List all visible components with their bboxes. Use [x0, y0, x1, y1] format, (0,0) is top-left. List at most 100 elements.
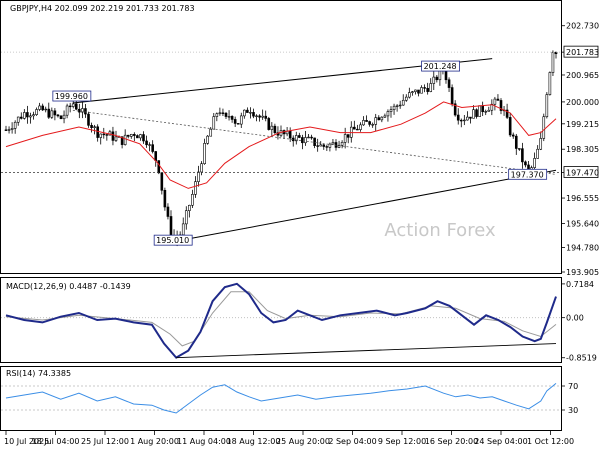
candle-body — [392, 105, 396, 110]
candle-body — [126, 134, 130, 137]
x-tick-label: 25 Aug 20:00 — [276, 437, 330, 446]
candle-body — [50, 110, 54, 118]
price-tick-label: 198.305 — [566, 145, 599, 154]
candle-body — [499, 100, 503, 111]
candle-body — [81, 108, 84, 113]
candle-body — [184, 210, 188, 225]
price-tick-label: 197.470 — [566, 169, 599, 178]
rsi-tick-label: 70 — [568, 382, 578, 391]
candle-body — [169, 216, 173, 236]
candle-body — [16, 116, 20, 123]
candle-body — [191, 194, 194, 206]
candle-body — [328, 143, 332, 148]
candle-body — [230, 116, 234, 120]
candle-body — [194, 181, 197, 195]
candle-body — [239, 115, 243, 125]
candle-body — [56, 114, 60, 117]
price-annotation-label: 195.010 — [156, 236, 189, 245]
candle-body — [270, 125, 274, 130]
candle-body — [10, 128, 14, 130]
price-tick-label: 200.000 — [566, 98, 599, 107]
candle-body — [514, 135, 518, 149]
candle-body — [114, 136, 118, 141]
macd-signal-line — [5, 291, 557, 347]
price-annotation-box — [421, 60, 460, 72]
candle-body — [542, 116, 546, 139]
watermark: Action Forex — [384, 220, 496, 241]
macd-tick-label: 0.00 — [566, 314, 584, 323]
candle-body — [521, 148, 524, 163]
candle-body — [466, 116, 469, 121]
candle-body — [13, 121, 17, 129]
x-tick-label: 10 Jul 2025 — [4, 437, 49, 446]
candle-body — [111, 131, 115, 141]
candle-body — [227, 116, 231, 118]
price-annotation-box — [508, 168, 548, 180]
candle-body — [463, 119, 466, 122]
candle-body — [7, 129, 11, 131]
candle-body — [151, 144, 154, 152]
candle-body — [166, 206, 170, 217]
candle-body — [212, 116, 216, 130]
candle-body — [133, 134, 136, 136]
price-annotation-label: 199.960 — [55, 92, 88, 101]
candle-body — [197, 171, 200, 182]
candle-body — [32, 114, 35, 117]
candle-body — [459, 119, 463, 122]
candle-body — [142, 134, 145, 142]
candle-body — [200, 163, 203, 173]
candle-body — [505, 109, 509, 118]
price-tick-label: 194.780 — [566, 244, 599, 253]
candle-body — [74, 103, 78, 110]
candle-body — [160, 172, 164, 191]
candle-body — [511, 134, 515, 137]
candle-body — [536, 148, 539, 159]
candle-body — [420, 87, 423, 94]
candle-body — [4, 129, 8, 131]
candle-body — [484, 111, 488, 113]
candle-body — [47, 108, 51, 118]
price-tick-label: 199.215 — [566, 120, 599, 129]
candle-body — [96, 126, 99, 138]
candle-body — [383, 115, 387, 118]
candle-body — [395, 105, 399, 107]
candle-body — [432, 76, 436, 84]
macd-tick-label: -0.8519 — [566, 354, 597, 363]
rsi-panel — [0, 366, 562, 431]
candle-body — [450, 87, 454, 105]
candle-body — [102, 133, 106, 136]
trendline — [176, 169, 557, 242]
candle-body — [398, 104, 402, 107]
candle-body — [218, 112, 222, 115]
candle-body — [148, 144, 151, 146]
candle-body — [99, 133, 103, 138]
candle-body — [59, 115, 63, 120]
candle-body — [404, 96, 408, 101]
candle-body — [539, 138, 543, 150]
candle-body — [44, 108, 48, 111]
candle-body — [129, 134, 133, 137]
candle-body — [29, 115, 32, 118]
candle-body — [481, 105, 484, 113]
candle-body — [545, 94, 549, 118]
support-price-box — [563, 166, 599, 178]
candle-body — [68, 105, 72, 108]
candle-body — [19, 116, 23, 119]
candle-body — [447, 79, 451, 88]
candle-body — [120, 136, 124, 145]
macd-line — [5, 282, 557, 359]
candle-body — [371, 124, 374, 126]
candle-body — [343, 134, 347, 143]
candle-body — [62, 114, 66, 120]
candle-body — [26, 112, 29, 118]
candle-body — [365, 120, 368, 122]
candle-body — [322, 144, 326, 147]
candle-body — [264, 115, 268, 119]
candle-body — [181, 223, 185, 236]
candle-body — [533, 158, 536, 168]
candle-body — [136, 135, 139, 139]
candle-body — [236, 123, 240, 125]
candle-body — [53, 110, 57, 116]
